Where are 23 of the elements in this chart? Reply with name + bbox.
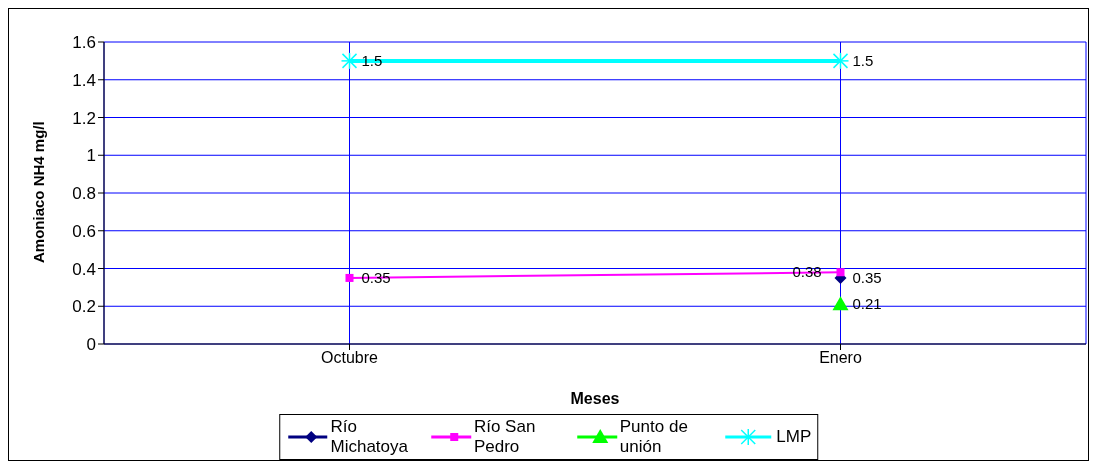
y-tick-label: 0 xyxy=(86,335,96,355)
y-tick-label: 0.2 xyxy=(72,297,96,317)
data-label: 1.5 xyxy=(852,51,874,69)
x-axis-title: Meses xyxy=(570,390,620,407)
point xyxy=(836,268,845,277)
point xyxy=(832,296,849,311)
y-axis-title: Amoniaco NH4 mg/l xyxy=(30,121,48,263)
legend-label: Río Michatoya xyxy=(330,417,409,457)
y-tick-label: 1 xyxy=(86,146,96,166)
legend-label: Punto de unión xyxy=(619,417,689,457)
legend-label: LMP xyxy=(776,427,812,447)
y-tick-label: 0.8 xyxy=(72,184,96,204)
data-label: 0.35 xyxy=(852,268,882,286)
legend-label: Río San Pedro xyxy=(473,417,537,457)
y-tick-label: 1.6 xyxy=(72,33,96,53)
y-tick-label: 1.2 xyxy=(72,108,96,128)
y-tick-label: 1.4 xyxy=(72,70,96,90)
y-tick-label: 0.6 xyxy=(72,221,96,241)
data-label: 1.5 xyxy=(361,51,383,69)
x-tick-label: Enero xyxy=(819,349,862,367)
point xyxy=(345,273,354,282)
x-tick-label: Octubre xyxy=(321,349,379,367)
y-tick-label: 0.4 xyxy=(72,259,96,279)
